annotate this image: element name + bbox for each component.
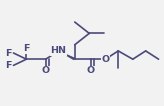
Text: F: F — [5, 49, 12, 57]
Text: HN: HN — [51, 46, 67, 55]
Text: O: O — [101, 55, 109, 64]
Text: F: F — [23, 44, 30, 53]
Text: O: O — [42, 66, 50, 75]
Polygon shape — [58, 51, 76, 60]
Text: F: F — [5, 61, 12, 70]
Text: O: O — [87, 66, 95, 75]
